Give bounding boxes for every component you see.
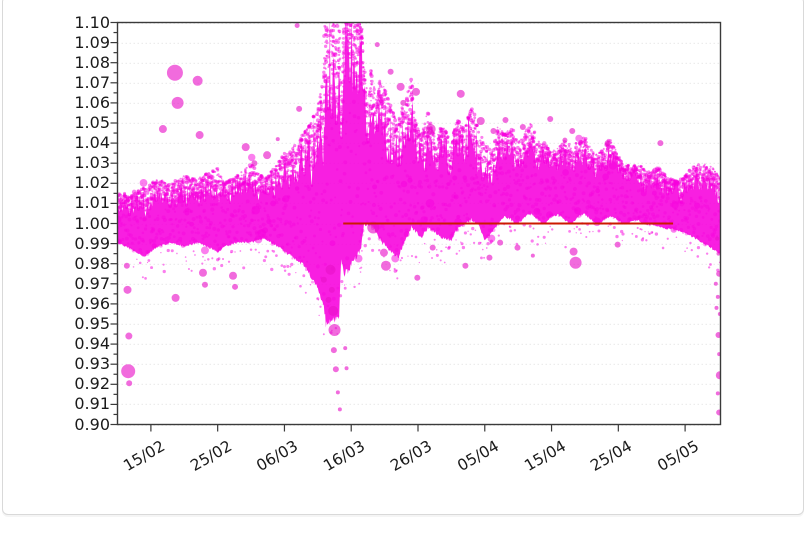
y-tick-label: 0.98: [74, 253, 110, 273]
y-tick-label: 1.01: [74, 193, 110, 213]
y-tick-label: 1.09: [74, 32, 110, 52]
y-tick-label: 0.96: [74, 293, 110, 313]
y-tick-label: 0.94: [74, 334, 110, 354]
y-tick-label: 0.90: [74, 414, 110, 434]
y-tick-label: 0.99: [74, 233, 110, 253]
y-tick-label: 1.04: [74, 133, 110, 153]
y-tick-label: 1.07: [74, 72, 110, 92]
y-tick-label: 1.02: [74, 173, 110, 193]
y-tick-label: 0.93: [74, 354, 110, 374]
y-tick-label: 1.03: [74, 153, 110, 173]
y-tick-label: 1.05: [74, 113, 110, 132]
y-tick-label: 0.91: [74, 394, 110, 414]
y-tick-label: 0.95: [74, 314, 110, 333]
y-tick-label: 1.10: [74, 12, 110, 32]
y-tick-label: 1.00: [74, 213, 110, 233]
y-tick-label: 0.92: [74, 374, 110, 394]
y-tick-label: 0.97: [74, 273, 110, 293]
y-tick-label: 1.08: [74, 52, 110, 72]
y-tick-label: 1.06: [74, 92, 110, 112]
